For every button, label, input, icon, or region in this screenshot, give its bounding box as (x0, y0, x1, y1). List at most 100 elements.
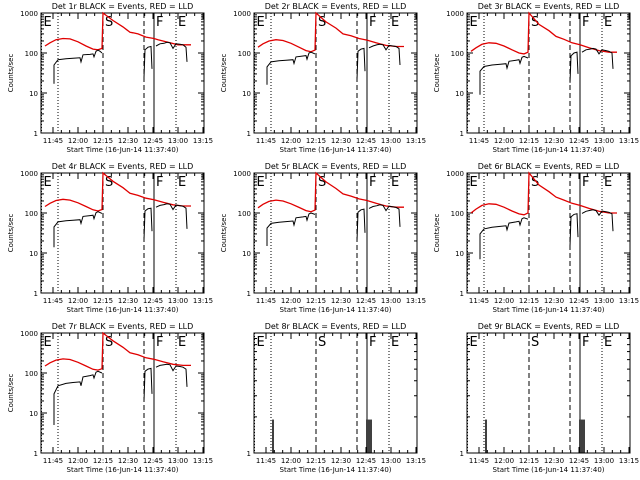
y-tick-label: 10 (29, 90, 38, 98)
y-tick-label: 100 (451, 50, 464, 58)
x-tick-label: 12:45 (356, 137, 376, 145)
chart-title: Det 7r BLACK = Events, RED = LLD (52, 322, 194, 331)
x-tick-label: 12:30 (544, 137, 564, 145)
marker-label: E (44, 15, 52, 30)
series-line-events (155, 41, 188, 62)
marker-label: S (318, 15, 326, 30)
series-line-events (569, 213, 579, 247)
x-tick-label: 13:00 (594, 137, 614, 145)
chart-title: Det 6r BLACK = Events, RED = LLD (478, 162, 620, 171)
series-line-lld (257, 171, 404, 213)
marker-label: E (391, 335, 399, 350)
x-tick-label: 13:00 (381, 297, 401, 305)
plot-frame (253, 12, 418, 134)
x-tick-label: 13:15 (193, 457, 213, 465)
x-tick-label: 13:15 (406, 137, 426, 145)
x-tick-label: 13:00 (381, 457, 401, 465)
y-axis-label: Counts/sec (433, 214, 441, 253)
x-tick-label: 11:45 (43, 457, 63, 465)
y-tick-label: 1 (247, 450, 251, 458)
x-axis-label: Start Time (16-Jun-14 11:37:40) (280, 306, 392, 314)
x-tick-label: 13:00 (168, 297, 188, 305)
marker-label: E (470, 175, 478, 190)
chart-panel-6: Det 6r BLACK = Events, RED = LLD 1 10 100 10… (433, 162, 639, 314)
marker-label: S (105, 15, 113, 30)
series-line-lld (257, 11, 404, 53)
x-tick-label: 13:00 (168, 457, 188, 465)
chart-title: Det 3r BLACK = Events, RED = LLD (478, 2, 620, 11)
y-tick-label: 1000 (446, 10, 464, 18)
y-tick-label: 1000 (20, 170, 38, 178)
series-line-events (479, 217, 529, 260)
x-tick-label: 13:00 (594, 457, 614, 465)
chart-title: Det 1r BLACK = Events, RED = LLD (52, 2, 194, 11)
series-line-events (569, 51, 579, 83)
series-line-lld (470, 11, 617, 55)
plot-frame (40, 12, 205, 134)
marker-label: E (470, 335, 478, 350)
chart-title: Det 5r BLACK = Events, RED = LLD (265, 162, 407, 171)
x-tick-label: 12:45 (569, 297, 589, 305)
marker-label: E (391, 15, 399, 30)
x-tick-label: 12:45 (356, 297, 376, 305)
x-tick-label: 12:30 (331, 137, 351, 145)
series-line-events (53, 211, 103, 248)
marker-label: E (257, 175, 265, 190)
x-tick-label: 12:00 (494, 297, 514, 305)
x-tick-label: 12:15 (519, 137, 539, 145)
x-tick-label: 11:45 (43, 137, 63, 145)
y-tick-label: 100 (238, 50, 251, 58)
marker-label: S (531, 15, 539, 30)
y-axis-label: Counts/sec (7, 214, 15, 253)
series-line-lld (44, 331, 191, 371)
series-line-events (53, 49, 103, 84)
x-axis-label: Start Time (16-Jun-14 11:37:40) (280, 466, 392, 474)
y-tick-label: 1000 (233, 170, 251, 178)
chart-panel-2: Det 2r BLACK = Events, RED = LLD 1 10 100 10… (220, 2, 426, 154)
y-tick-label: 10 (29, 250, 38, 258)
marker-label: F (369, 15, 376, 30)
marker-label: E (178, 335, 186, 350)
marker-label: E (604, 335, 612, 350)
x-tick-label: 12:00 (281, 457, 301, 465)
y-tick-label: 10 (455, 250, 464, 258)
x-tick-label: 12:30 (331, 297, 351, 305)
chart-title: Det 9r BLACK = Events, RED = LLD (478, 322, 620, 331)
marker-label: F (582, 175, 589, 190)
x-tick-label: 12:30 (544, 297, 564, 305)
x-tick-label: 12:15 (93, 457, 113, 465)
x-tick-label: 12:30 (544, 457, 564, 465)
series-line-events (266, 212, 316, 246)
series-line-events (581, 47, 614, 69)
x-axis-label: Start Time (16-Jun-14 11:37:40) (280, 146, 392, 154)
y-tick-label: 10 (455, 90, 464, 98)
x-tick-label: 12:30 (118, 297, 138, 305)
x-tick-label: 12:15 (93, 137, 113, 145)
chart-panel-1: Det 1r BLACK = Events, RED = LLD 1 10 100 10… (7, 2, 213, 154)
marker-label: F (156, 15, 163, 30)
y-tick-label: 1 (247, 130, 251, 138)
y-tick-label: 1000 (233, 10, 251, 18)
x-axis-label: Start Time (16-Jun-14 11:37:40) (67, 466, 179, 474)
marker-label: E (257, 15, 265, 30)
marker-label: E (44, 335, 52, 350)
marker-label: F (156, 335, 163, 350)
x-tick-label: 12:45 (569, 457, 589, 465)
y-tick-label: 10 (242, 90, 251, 98)
chart-panel-9: Det 9r BLACK = Events, RED = LLD 1 11:45 12… (460, 322, 640, 474)
x-axis-label: Start Time (16-Jun-14 11:37:40) (493, 146, 605, 154)
series-line-events (143, 367, 153, 402)
x-tick-label: 11:45 (469, 297, 489, 305)
marker-label: F (369, 335, 376, 350)
y-tick-label: 1 (34, 450, 38, 458)
y-tick-label: 100 (25, 50, 38, 58)
x-tick-label: 12:15 (306, 297, 326, 305)
y-axis-label: Counts/sec (220, 214, 228, 253)
x-tick-label: 12:15 (93, 297, 113, 305)
series-line-lld (44, 171, 191, 212)
y-axis-label: Counts/sec (433, 54, 441, 93)
x-tick-label: 12:30 (118, 457, 138, 465)
x-tick-label: 12:00 (68, 457, 88, 465)
y-tick-label: 1 (460, 450, 464, 458)
marker-label: F (369, 175, 376, 190)
